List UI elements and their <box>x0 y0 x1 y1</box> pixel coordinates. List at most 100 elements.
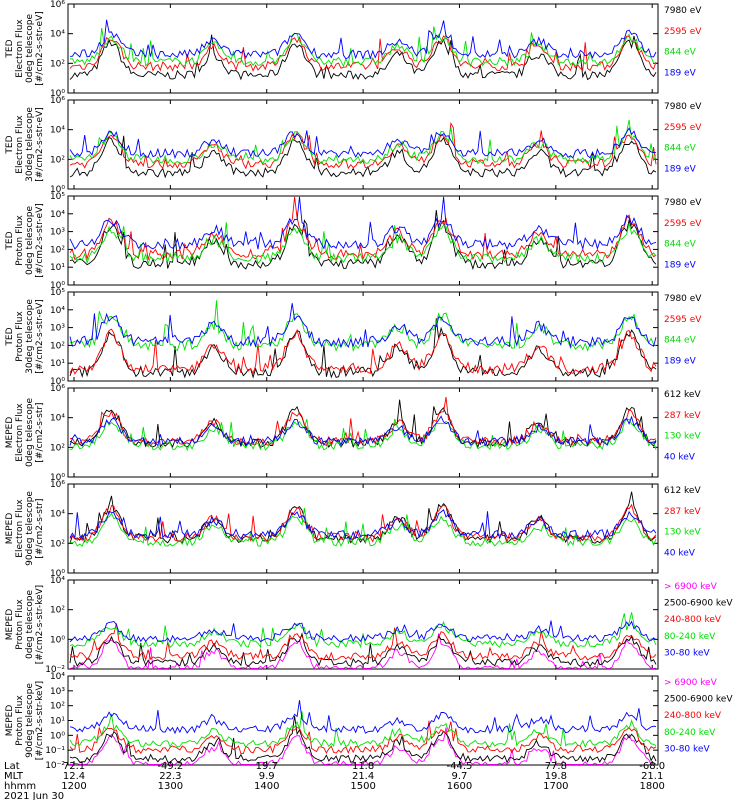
y-axis-label-line: 30deg telescope <box>25 299 35 374</box>
x-value-lat: 72.1 <box>63 761 85 772</box>
x-value-hhmm: 1700 <box>543 781 568 792</box>
y-axis-label-line: MEPED <box>5 705 15 737</box>
series-line-black <box>69 210 657 271</box>
y-axis-label-line: 90deg telescope <box>25 491 35 566</box>
y-tick-label: 10⁰ <box>50 377 65 387</box>
y-axis-label-line: Proton Flux <box>15 215 25 266</box>
legend-entry: 189 eV <box>664 260 697 270</box>
y-tick-label: 10² <box>50 245 65 255</box>
legend-entry: 30-80 keV <box>664 648 710 658</box>
y-axis-label-line: 0deg telescope <box>25 590 35 660</box>
legend-entry: > 6900 keV <box>664 678 718 688</box>
y-tick-label: 10⁻² <box>45 665 65 675</box>
series-line-black <box>69 34 657 81</box>
y-tick-label: 10⁰ <box>50 281 65 291</box>
series-line-green <box>69 300 657 353</box>
legend-entry: 7980 eV <box>664 294 702 304</box>
series-line-red <box>69 122 657 170</box>
x-value-hhmm: 1800 <box>639 781 664 792</box>
legend-entry: 287 keV <box>664 411 701 421</box>
y-tick-label: 10⁵ <box>50 288 65 298</box>
panel-frame <box>67 387 659 478</box>
y-axis-label-line: 90deg telescope <box>25 683 35 758</box>
series-line-red <box>69 328 657 375</box>
x-value-mlt: 22.3 <box>159 771 181 782</box>
date-label: 2021 Jun 30 <box>4 791 64 800</box>
x-value-hhmm: 1600 <box>447 781 472 792</box>
y-axis-label-line: 30deg telescope <box>25 107 35 182</box>
y-axis-label-line: MEPED <box>5 609 15 641</box>
y-tick-label: 10³ <box>50 324 65 334</box>
y-tick-label: 10⁴ <box>50 672 65 682</box>
y-tick-label: 10¹ <box>50 263 65 273</box>
series-line-blue <box>69 303 657 349</box>
x-value-mlt: 9.9 <box>259 771 275 782</box>
y-tick-label: 10² <box>50 702 65 712</box>
y-tick-label: 10⁻¹ <box>45 746 65 756</box>
x-value-lat: -68.0 <box>639 761 665 772</box>
y-tick-label: 10² <box>50 155 65 165</box>
panel-6: 10⁰ 10² 10⁴ 10⁶ MEPED Electron Flux 90deg tele… <box>5 480 701 579</box>
y-axis-label-line: Electron Flux <box>15 499 25 558</box>
panel-3: 10⁰ 10¹ 10² 10³ 10⁴ 10⁵ TED Proton Flux 0deg tel… <box>5 192 702 291</box>
panel-1: 10⁰ 10² 10⁴ 10⁶ TED Electron Flux 0deg telesco… <box>5 0 702 99</box>
legend-entry: 612 keV <box>664 390 701 400</box>
y-tick-label: 10² <box>50 539 65 549</box>
y-tick-label: 10⁴ <box>50 306 65 316</box>
x-value-mlt: 21.1 <box>641 771 663 782</box>
x-value-mlt: 12.4 <box>63 771 85 782</box>
y-tick-label: 10⁵ <box>50 192 65 202</box>
x-axis-footer: Lat MLT hhmm 2021 Jun 30 72.1 -49.2 19.7 11… <box>4 761 665 800</box>
row-label-hhmm: hhmm <box>4 781 36 792</box>
y-axis-label-line: TED <box>5 135 15 154</box>
x-value-lat: -44.5 <box>447 761 473 772</box>
y-axis-label-line: MEPED <box>5 513 15 545</box>
y-tick-label: 10⁰ <box>50 635 65 645</box>
y-axis-label-line: [#/cm2-s-str-eV] <box>35 203 45 278</box>
row-label-lat: Lat <box>4 761 20 772</box>
x-value-hhmm: 1400 <box>254 781 279 792</box>
y-tick-label: 10¹ <box>50 717 65 727</box>
y-axis-label-line: Proton Flux <box>15 599 25 650</box>
legend-entry: 30-80 keV <box>664 744 710 754</box>
x-value-hhmm: 1300 <box>158 781 183 792</box>
legend-entry: 2595 eV <box>664 123 702 133</box>
series-line-blue <box>69 415 657 447</box>
series-line-red <box>69 396 657 448</box>
series-line-magenta <box>70 727 657 766</box>
legend-entry: > 6900 keV <box>664 582 718 592</box>
series-line-black <box>69 632 657 668</box>
y-tick-label: 10⁰ <box>50 473 65 483</box>
y-tick-label: 10³ <box>50 228 65 238</box>
series-line-red <box>69 35 657 72</box>
legend-entry: 189 eV <box>664 68 697 78</box>
legend-entry: 240-800 keV <box>664 711 722 721</box>
y-tick-label: 10⁴ <box>50 30 65 40</box>
x-value-lat: 11.8 <box>352 761 374 772</box>
legend-entry: 40 keV <box>664 548 696 558</box>
y-tick-label: 10⁴ <box>50 414 65 424</box>
x-value-lat: -49.2 <box>157 761 183 772</box>
y-tick-label: 10¹ <box>50 359 65 369</box>
legend-entry: 189 eV <box>664 356 697 366</box>
series-line-blue <box>69 700 657 735</box>
y-axis-label-line: TED <box>5 39 15 58</box>
series-line-red <box>69 503 657 544</box>
panel-5: 10⁰ 10² 10⁴ 10⁶ MEPED Electron Flux 0deg teles… <box>5 384 701 483</box>
y-axis-label-line: [#/cm2-s-str-keV] <box>35 681 45 760</box>
series-line-blue <box>69 196 657 251</box>
y-axis-label-line: [#/cm2-s-str-eV] <box>35 107 45 182</box>
legend-entry: 189 eV <box>664 164 697 174</box>
series-line-black <box>69 399 657 449</box>
panel-2: 10⁰ 10² 10⁴ 10⁶ TED Electron Flux 30deg telesc… <box>5 96 702 195</box>
legend-entry: 2500-6900 keV <box>664 599 733 609</box>
y-tick-label: 10⁰ <box>50 731 65 741</box>
legend-entry: 130 keV <box>664 432 701 442</box>
legend-entry: 612 keV <box>664 486 701 496</box>
series-line-blue <box>69 620 657 644</box>
row-label-mlt: MLT <box>4 771 24 782</box>
legend-entry: 7980 eV <box>664 198 702 208</box>
legend-entry: 844 eV <box>664 144 697 154</box>
y-axis-label-line: [#/cm2-s-str-eV] <box>35 11 45 86</box>
